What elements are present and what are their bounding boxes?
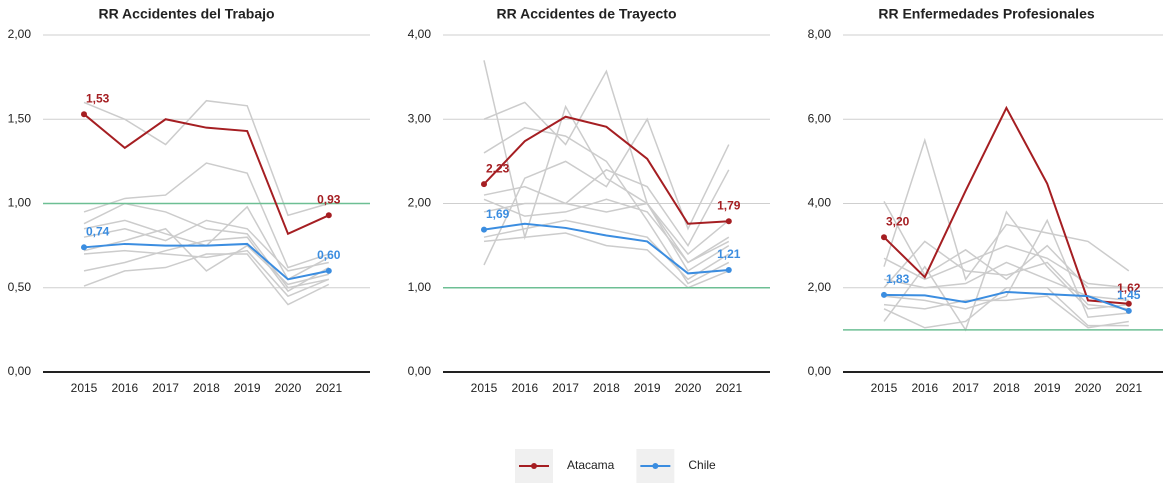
series-line xyxy=(483,126,730,285)
series-line xyxy=(483,202,730,256)
y-tick-label: 2,00 xyxy=(8,27,32,41)
y-tick-label: 4,00 xyxy=(408,27,432,41)
value-label: 1,45 xyxy=(1117,288,1141,302)
legend-item: Atacama xyxy=(515,449,615,483)
series-line xyxy=(483,117,730,266)
point xyxy=(881,291,887,298)
series-line xyxy=(883,210,1129,332)
x-tick-label: 2021 xyxy=(1115,381,1142,395)
x-tick-label: 2021 xyxy=(315,381,342,395)
value-label: 2,23 xyxy=(486,161,510,175)
point xyxy=(481,181,487,188)
legend-label: Atacama xyxy=(567,458,615,472)
point xyxy=(1125,307,1132,314)
x-tick-label: 2016 xyxy=(511,381,538,395)
y-tick-label: 0,00 xyxy=(808,364,832,378)
x-tick-label: 2018 xyxy=(593,381,620,395)
chart-title: RR Enfermedades Profesionales xyxy=(878,6,1095,22)
x-tick-label: 2015 xyxy=(471,381,498,395)
x-tick-label: 2019 xyxy=(634,381,661,395)
x-tick-label: 2019 xyxy=(234,381,261,395)
y-tick-label: 0,50 xyxy=(8,280,32,294)
value-label: 1,53 xyxy=(86,91,110,105)
series-line xyxy=(83,162,330,269)
point xyxy=(725,218,732,225)
value-label: 3,20 xyxy=(886,214,910,228)
x-tick-label: 2016 xyxy=(111,381,138,395)
x-tick-label: 2020 xyxy=(275,381,302,395)
series-line xyxy=(883,287,1129,329)
legend-dot xyxy=(531,463,537,469)
x-tick-label: 2019 xyxy=(1034,381,1061,395)
point xyxy=(325,212,332,219)
y-tick-label: 8,00 xyxy=(808,27,832,41)
series-line xyxy=(883,137,1130,281)
series-line xyxy=(83,236,330,293)
x-tick-label: 2018 xyxy=(193,381,220,395)
y-tick-label: 1,50 xyxy=(8,111,32,125)
legend-dot xyxy=(652,463,659,469)
series-line xyxy=(883,244,1129,289)
series-line xyxy=(483,222,729,275)
series-line xyxy=(83,219,329,272)
series-line xyxy=(483,115,729,225)
series-line xyxy=(483,219,730,281)
value-label: 1,79 xyxy=(717,198,741,212)
x-tick-label: 2021 xyxy=(715,381,742,395)
y-tick-label: 1,00 xyxy=(8,196,32,210)
y-tick-label: 0,00 xyxy=(8,364,32,378)
point xyxy=(725,267,732,274)
series-line xyxy=(883,290,1130,312)
series-line xyxy=(883,105,1129,305)
series-line xyxy=(483,198,730,264)
value-label: 1,69 xyxy=(486,207,510,221)
chart-title: RR Accidentes del Trabajo xyxy=(98,6,274,22)
series-line xyxy=(883,240,1129,310)
value-label: 1,21 xyxy=(717,247,741,261)
y-tick-label: 4,00 xyxy=(808,196,832,210)
value-label: 1,62 xyxy=(1117,281,1141,295)
y-tick-label: 1,00 xyxy=(408,280,432,294)
y-tick-label: 0,00 xyxy=(408,364,432,378)
series-line xyxy=(83,205,330,281)
legend-label: Chile xyxy=(688,458,716,472)
x-tick-label: 2017 xyxy=(952,381,979,395)
series-line xyxy=(83,249,330,298)
series-line xyxy=(83,253,330,306)
x-tick-label: 2018 xyxy=(993,381,1020,395)
value-label: 0,74 xyxy=(86,224,110,238)
series-line xyxy=(83,113,330,236)
x-tick-label: 2015 xyxy=(871,381,898,395)
series-line xyxy=(883,295,1129,329)
x-tick-label: 2020 xyxy=(675,381,702,395)
x-tick-label: 2015 xyxy=(71,381,98,395)
series-line xyxy=(883,218,1129,319)
point xyxy=(481,226,487,233)
point xyxy=(81,111,87,118)
value-label: 1,83 xyxy=(886,272,910,286)
y-tick-label: 6,00 xyxy=(808,111,832,125)
x-tick-label: 2017 xyxy=(152,381,179,395)
x-tick-label: 2020 xyxy=(1075,381,1102,395)
series-line xyxy=(483,69,730,272)
series-line xyxy=(483,168,730,248)
point xyxy=(881,234,887,241)
point xyxy=(1125,300,1132,307)
value-label: 0,60 xyxy=(317,248,341,262)
series-line xyxy=(83,242,330,281)
series-line xyxy=(83,227,329,286)
x-tick-label: 2016 xyxy=(911,381,938,395)
y-tick-label: 3,00 xyxy=(408,111,432,125)
value-label: 0,93 xyxy=(317,192,341,206)
point xyxy=(325,267,332,274)
chart-title: RR Accidentes de Trayecto xyxy=(497,6,677,22)
point xyxy=(81,244,87,251)
y-tick-label: 2,00 xyxy=(408,196,432,210)
y-tick-label: 2,00 xyxy=(808,280,832,294)
legend-item: Chile xyxy=(636,449,716,483)
series-line xyxy=(83,99,330,217)
x-tick-label: 2017 xyxy=(552,381,579,395)
